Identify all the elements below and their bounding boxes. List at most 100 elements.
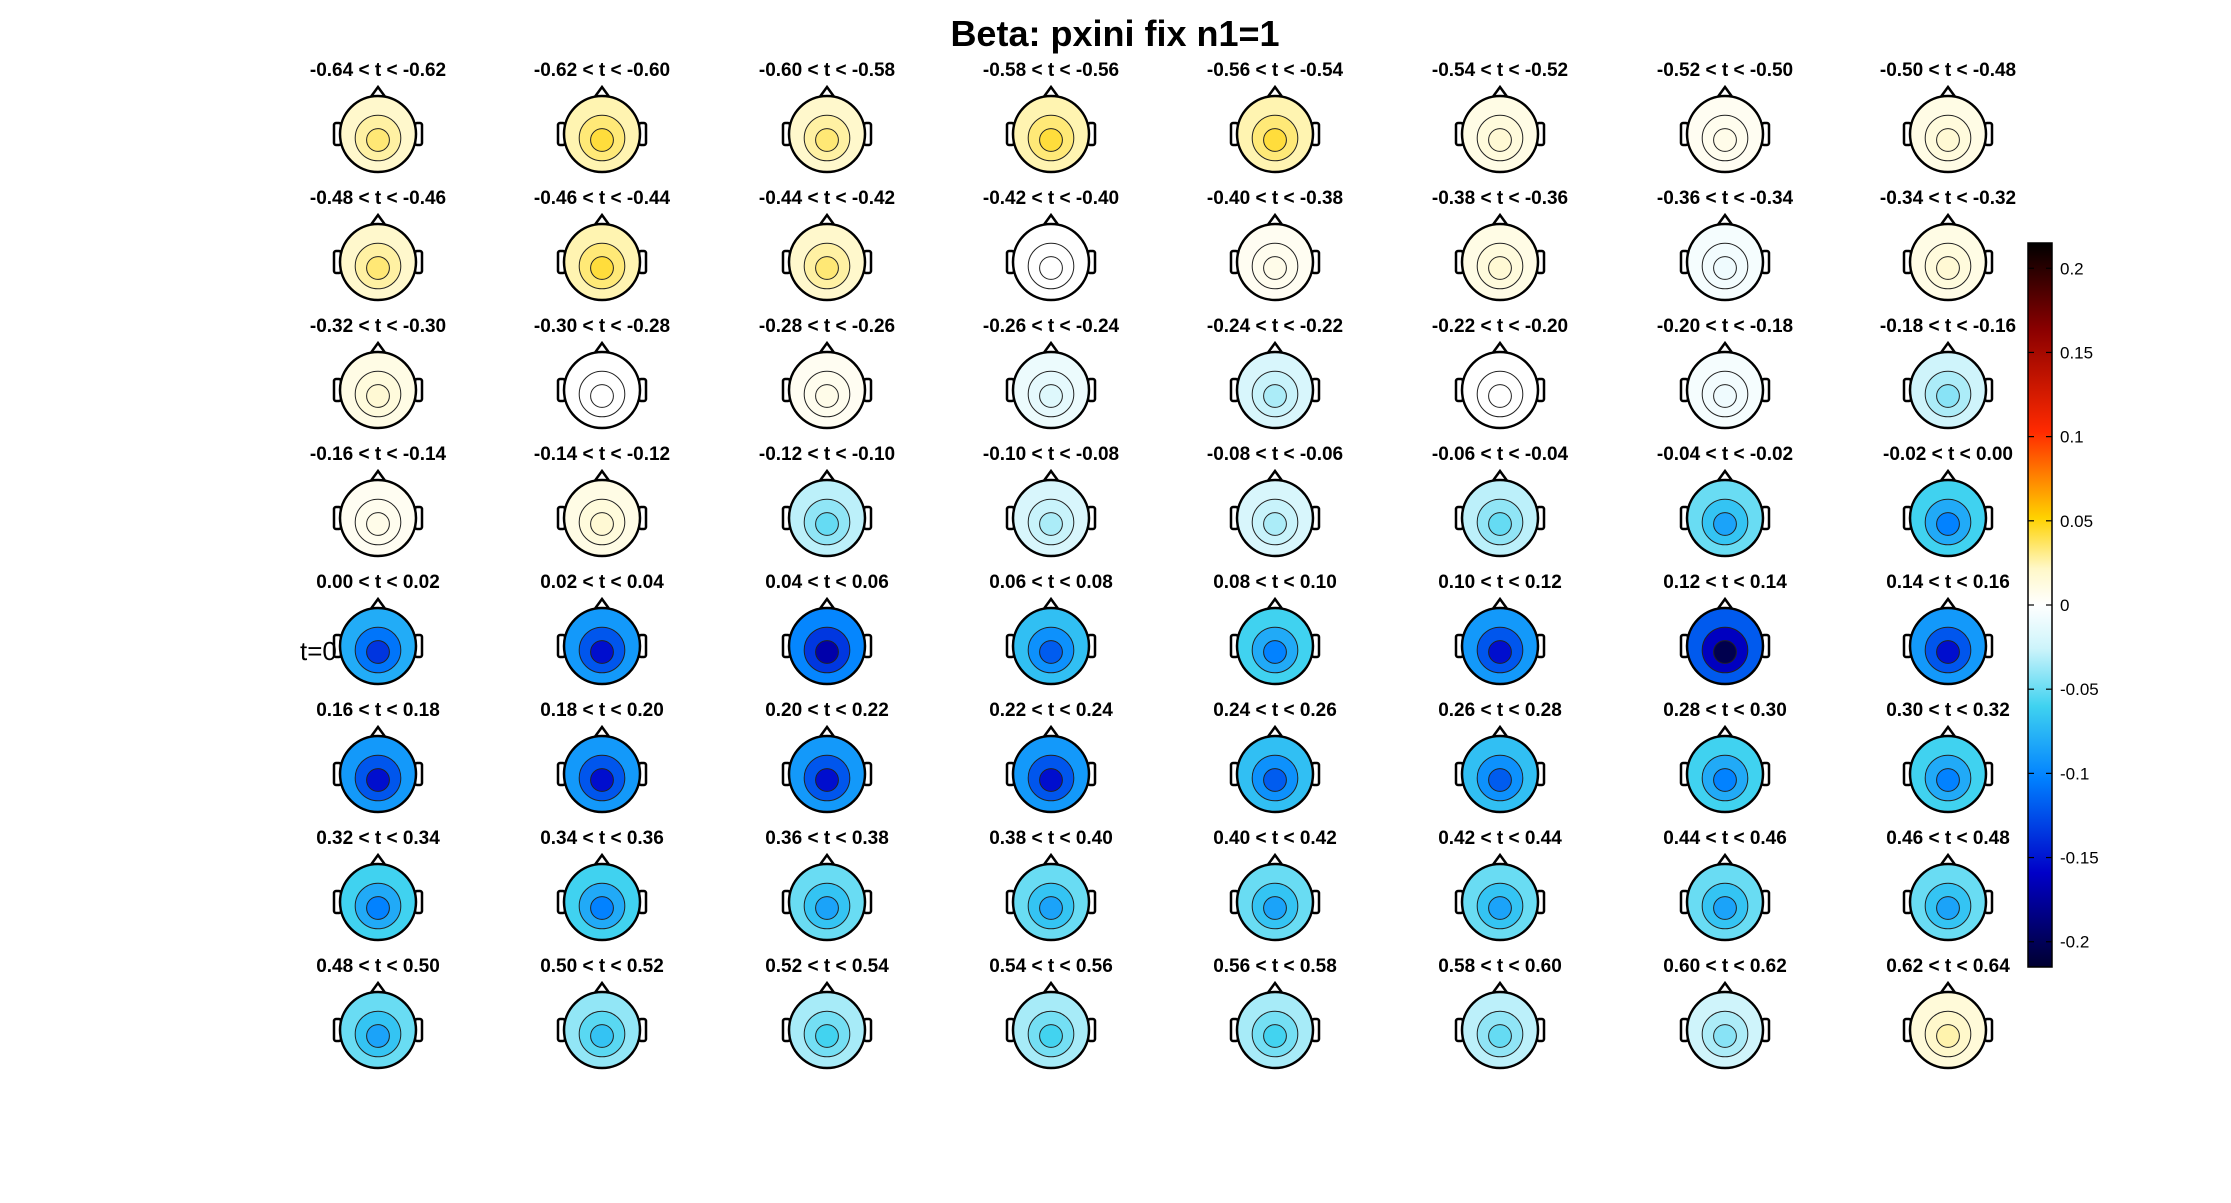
head-nose <box>1938 340 1958 355</box>
topomap-panel: -0.26 < t < -0.24 <box>983 316 1120 430</box>
head-nose <box>1490 724 1510 739</box>
topomap-title: 0.04 < t < 0.06 <box>765 572 889 593</box>
topomap-title: -0.26 < t < -0.24 <box>983 316 1120 337</box>
colorbar-tick-label: 0.1 <box>2060 428 2084 447</box>
head-nose <box>1265 596 1285 611</box>
scalp-contour <box>1039 1024 1063 1048</box>
topomap-title: -0.20 < t < -0.18 <box>1657 316 1793 337</box>
scalp-contour <box>590 896 614 920</box>
head-nose <box>817 980 837 995</box>
scalp-contour <box>1488 1024 1512 1048</box>
scalp-contour <box>1488 640 1512 664</box>
scalp-contour <box>1039 384 1063 408</box>
scalp-contour <box>815 512 839 536</box>
topomap-title: -0.02 < t < 0.00 <box>1883 444 2013 465</box>
topomap-title: 0.52 < t < 0.54 <box>765 956 889 977</box>
topomap-panel: -0.46 < t < -0.44 <box>534 188 671 302</box>
scalp-contour <box>1263 128 1287 152</box>
topomap-panel: -0.54 < t < -0.52 <box>1432 60 1568 174</box>
scalp-contour <box>1713 640 1737 664</box>
topomap-title: 0.60 < t < 0.62 <box>1663 956 1787 977</box>
scalp-contour <box>1039 256 1063 280</box>
topomap-panel: 0.14 < t < 0.16 <box>1886 572 2010 686</box>
topomap-panel: 0.62 < t < 0.64 <box>1886 956 2010 1070</box>
head-nose <box>1715 84 1735 99</box>
head-nose <box>1938 724 1958 739</box>
head-nose <box>592 724 612 739</box>
topomap-title: -0.36 < t < -0.34 <box>1657 188 1794 209</box>
scalp-contour <box>1488 896 1512 920</box>
topomap-title: -0.60 < t < -0.58 <box>759 60 895 81</box>
topomap-title: -0.46 < t < -0.44 <box>534 188 671 209</box>
scalp-contour <box>1263 512 1287 536</box>
head-nose <box>368 340 388 355</box>
scalp-contour <box>1713 768 1737 792</box>
head-nose <box>1938 212 1958 227</box>
head-nose <box>817 852 837 867</box>
scalp-contour <box>1488 384 1512 408</box>
head-nose <box>1041 340 1061 355</box>
head-nose <box>1715 468 1735 483</box>
head-nose <box>1938 468 1958 483</box>
head-nose <box>368 596 388 611</box>
head-nose <box>1715 596 1735 611</box>
topomap-title: -0.40 < t < -0.38 <box>1207 188 1343 209</box>
scalp-contour <box>1263 384 1287 408</box>
scalp-contour <box>590 384 614 408</box>
scalp-contour <box>590 256 614 280</box>
head-nose <box>592 980 612 995</box>
topomap-panel: -0.22 < t < -0.20 <box>1432 316 1568 430</box>
topomap-title: -0.34 < t < -0.32 <box>1880 188 2016 209</box>
scalp-contour <box>1263 896 1287 920</box>
topomap-title: -0.24 < t < -0.22 <box>1207 316 1343 337</box>
head-nose <box>592 596 612 611</box>
head-nose <box>817 468 837 483</box>
topomap-panel: 0.28 < t < 0.30 <box>1663 700 1787 814</box>
head-nose <box>1490 596 1510 611</box>
head-nose <box>1265 340 1285 355</box>
topomap-title: -0.18 < t < -0.16 <box>1880 316 2016 337</box>
topomap-title: 0.50 < t < 0.52 <box>540 956 664 977</box>
topomap-panel: -0.44 < t < -0.42 <box>759 188 895 302</box>
topomap-title: 0.08 < t < 0.10 <box>1213 572 1337 593</box>
topomap-title: -0.06 < t < -0.04 <box>1432 444 1569 465</box>
scalp-contour <box>815 128 839 152</box>
topomap-panel: 0.30 < t < 0.32 <box>1886 700 2010 814</box>
scalp-contour <box>1936 384 1960 408</box>
scalp-contour <box>366 896 390 920</box>
topomap-title: 0.48 < t < 0.50 <box>316 956 440 977</box>
scalp-contour <box>1263 640 1287 664</box>
head-nose <box>817 212 837 227</box>
scalp-contour <box>366 640 390 664</box>
topomap-title: -0.32 < t < -0.30 <box>310 316 446 337</box>
topomap-title: 0.20 < t < 0.22 <box>765 700 889 721</box>
topomap-panel: -0.32 < t < -0.30 <box>310 316 446 430</box>
topomap-panel: 0.32 < t < 0.34 <box>316 828 440 942</box>
scalp-contour <box>590 640 614 664</box>
scalp-contour <box>1488 256 1512 280</box>
scalp-contour <box>1713 512 1737 536</box>
head-nose <box>592 340 612 355</box>
topomap-title: 0.16 < t < 0.18 <box>316 700 440 721</box>
topomap-panel: -0.38 < t < -0.36 <box>1432 188 1568 302</box>
topomap-title: -0.52 < t < -0.50 <box>1657 60 1793 81</box>
colorbar: 0.2 0.15 0.1 0.05 0 -0.05 -0.1 -0.15 -0.2 <box>2027 242 2099 968</box>
head-nose <box>1041 84 1061 99</box>
scalp-contour <box>1039 512 1063 536</box>
scalp-contour <box>1713 384 1737 408</box>
topomap-panel: -0.20 < t < -0.18 <box>1657 316 1793 430</box>
topomap-panel: -0.50 < t < -0.48 <box>1880 60 2016 174</box>
scalp-contour <box>1936 256 1960 280</box>
colorbar-ticks: 0.2 0.15 0.1 0.05 0 -0.05 -0.1 -0.15 -0.2 <box>2028 259 2099 952</box>
head-nose <box>368 468 388 483</box>
topomap-title: 0.00 < t < 0.02 <box>316 572 440 593</box>
topomap-panel: -0.02 < t < 0.00 <box>1883 444 2013 558</box>
head-nose <box>368 212 388 227</box>
topomap-title: -0.12 < t < -0.10 <box>759 444 895 465</box>
topomap-panel: -0.04 < t < -0.02 <box>1657 444 1793 558</box>
topomap-panel: 0.40 < t < 0.42 <box>1213 828 1337 942</box>
colorbar-tick-label: -0.1 <box>2060 764 2089 783</box>
scalp-contour <box>1936 896 1960 920</box>
topomap-title: 0.56 < t < 0.58 <box>1213 956 1337 977</box>
